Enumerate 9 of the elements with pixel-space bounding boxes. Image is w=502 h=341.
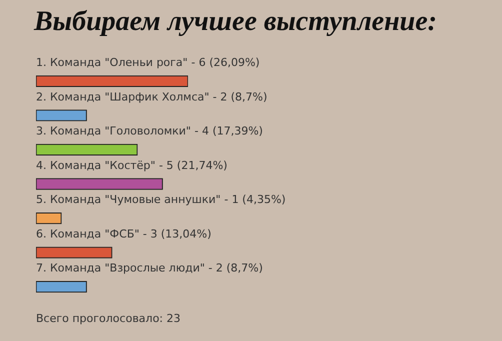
y-tick-label: 2. Команда "Шарфик Холмса" - 2 (8,7%)	[36, 90, 268, 104]
y-tick-label: 6. Команда "ФСБ" - 3 (13,04%)	[36, 227, 212, 240]
chart-title: Выбираем лучшее выступление:	[34, 6, 437, 38]
y-tick-label: 5. Команда "Чумовые аннушки" - 1 (4,35%)	[36, 193, 286, 206]
y-tick-label: 3. Команда "Головоломки" - 4 (17,39%)	[36, 124, 263, 138]
y-tick-label: 7. Команда "Взрослые люди" - 2 (8,7%)	[36, 262, 263, 275]
y-tick-label: 4. Команда "Костёр" - 5 (21,74%)	[36, 158, 228, 172]
y-tick-label: 1. Команда "Оленьи рога" - 6 (26,09%)	[36, 56, 260, 69]
text: Всего проголосовало: 23	[36, 312, 181, 325]
